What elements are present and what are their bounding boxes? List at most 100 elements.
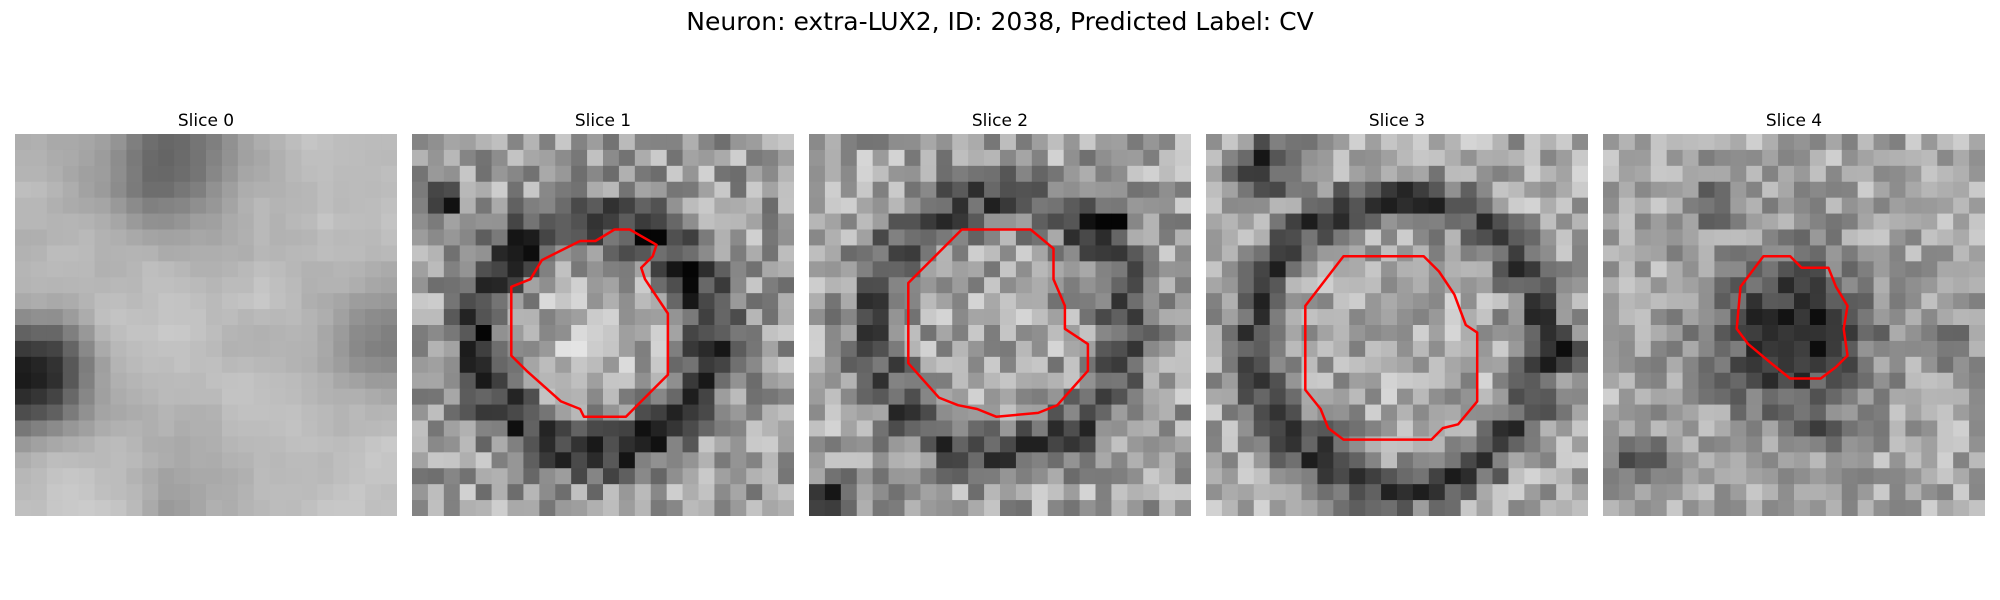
- image-pixel: [539, 245, 556, 262]
- image-pixel: [221, 277, 239, 294]
- image-pixel: [1365, 340, 1382, 358]
- image-pixel: [1682, 245, 1699, 262]
- image-pixel: [968, 213, 985, 230]
- image-pixel: [459, 197, 477, 215]
- image-pixel: [1159, 452, 1176, 469]
- image-pixel: [1953, 404, 1970, 421]
- image-pixel: [730, 165, 747, 183]
- image-pixel: [30, 372, 48, 390]
- image-pixel: [1317, 452, 1334, 469]
- image-pixel: [253, 356, 271, 374]
- image-pixel: [1603, 197, 1620, 215]
- image-pixel: [15, 181, 32, 199]
- image-pixel: [1285, 245, 1302, 262]
- image-pixel: [1650, 261, 1668, 278]
- image-pixel: [1841, 229, 1859, 246]
- image-pixel: [78, 213, 96, 230]
- image-pixel: [1301, 229, 1318, 246]
- image-pixel: [1857, 165, 1875, 183]
- image-pixel: [1206, 277, 1223, 294]
- image-pixel: [698, 468, 715, 485]
- image-pixel: [824, 181, 842, 199]
- image-pixel: [206, 213, 223, 230]
- image-pixel: [650, 325, 668, 342]
- image-pixel: [968, 181, 985, 199]
- image-pixel: [1492, 181, 1509, 199]
- image-pixel: [904, 436, 921, 453]
- image-pixel: [888, 293, 905, 310]
- image-pixel: [523, 404, 540, 421]
- image-pixel: [126, 500, 143, 516]
- image-pixel: [555, 277, 572, 294]
- image-pixel: [1253, 340, 1271, 358]
- image-pixel: [1349, 134, 1366, 151]
- image-pixel: [1730, 134, 1747, 151]
- image-pixel: [349, 213, 366, 230]
- image-pixel: [1349, 325, 1366, 342]
- image-pixel: [174, 213, 191, 230]
- image-pixel: [1666, 261, 1684, 278]
- image-pixel: [1476, 452, 1493, 469]
- image-pixel: [62, 165, 80, 183]
- image-pixel: [206, 436, 223, 453]
- image-pixel: [1841, 261, 1859, 278]
- image-pixel: [381, 452, 397, 469]
- image-pixel: [1476, 261, 1493, 278]
- image-pixel: [1857, 181, 1875, 199]
- image-pixel: [920, 229, 937, 246]
- image-pixel: [984, 293, 1001, 310]
- image-pixel: [1921, 134, 1938, 151]
- image-pixel: [1221, 500, 1239, 516]
- image-pixel: [206, 404, 223, 421]
- image-pixel: [1508, 484, 1525, 501]
- image-pixel: [920, 181, 937, 199]
- image-pixel: [317, 356, 334, 374]
- image-pixel: [1015, 197, 1033, 215]
- image-pixel: [1650, 165, 1668, 183]
- image-pixel: [206, 277, 223, 294]
- image-pixel: [221, 309, 239, 326]
- image-pixel: [1969, 372, 1985, 390]
- image-pixel: [682, 325, 699, 342]
- image-pixel: [824, 340, 842, 358]
- image-pixel: [126, 245, 143, 262]
- image-pixel: [872, 181, 890, 199]
- image-pixel: [920, 277, 937, 294]
- image-pixel: [920, 213, 937, 230]
- image-pixel: [1079, 149, 1096, 167]
- image-pixel: [110, 309, 127, 326]
- image-pixel: [285, 213, 302, 230]
- image-pixel: [190, 372, 207, 390]
- image-pixel: [523, 468, 540, 485]
- image-pixel: [1809, 420, 1827, 437]
- image-pixel: [1937, 372, 1954, 390]
- image-pixel: [1253, 134, 1271, 151]
- image-pixel: [1666, 309, 1684, 326]
- image-pixel: [1698, 229, 1715, 246]
- image-pixel: [1333, 325, 1350, 342]
- image-pixel: [1175, 229, 1191, 246]
- image-pixel: [1412, 134, 1430, 151]
- image-pixel: [507, 309, 524, 326]
- image-pixel: [1031, 340, 1049, 358]
- image-pixel: [1428, 500, 1446, 516]
- image-pixel: [1794, 134, 1811, 151]
- image-pixel: [872, 213, 890, 230]
- image-pixel: [666, 420, 684, 437]
- image-pixel: [1301, 149, 1318, 167]
- image-pixel: [285, 293, 302, 310]
- image-pixel: [333, 484, 350, 501]
- image-pixel: [1381, 484, 1398, 501]
- image-pixel: [666, 293, 684, 310]
- image-pixel: [475, 149, 493, 167]
- image-pixel: [714, 404, 731, 421]
- image-pixel: [507, 404, 524, 421]
- image-pixel: [1809, 261, 1827, 278]
- image-pixel: [714, 356, 731, 374]
- image-pixel: [698, 484, 715, 501]
- image-pixel: [301, 500, 318, 516]
- image-pixel: [269, 452, 287, 469]
- image-pixel: [1175, 452, 1191, 469]
- image-pixel: [1778, 181, 1795, 199]
- image-pixel: [984, 277, 1001, 294]
